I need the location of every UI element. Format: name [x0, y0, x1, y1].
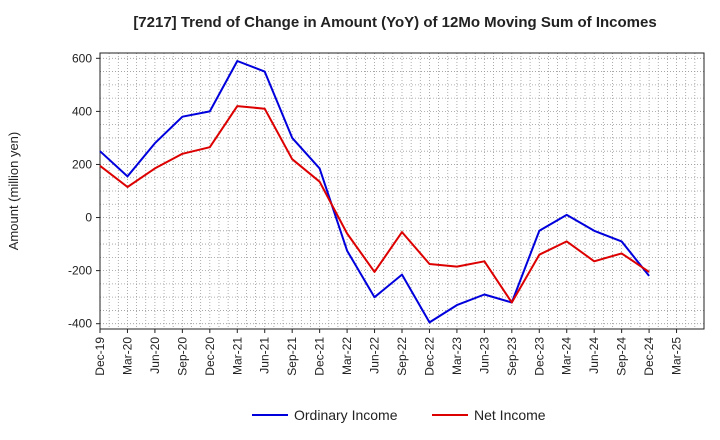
- x-tick-label: Sep-20: [175, 337, 189, 376]
- chart-title: [7217] Trend of Change in Amount (YoY) o…: [133, 14, 657, 31]
- legend-label: Ordinary Income: [294, 407, 398, 423]
- x-tick-label: Sep-24: [615, 337, 629, 376]
- axis-ticks: -400 -200 0 200 400 600 Dec-19 Mar-20 Jun-20 Sep-…: [68, 51, 684, 375]
- x-tick-label: Sep-21: [285, 337, 299, 376]
- x-tick-label: Dec-21: [313, 337, 327, 376]
- y-tick-label: 200: [72, 157, 92, 171]
- y-tick-label: -200: [68, 264, 92, 278]
- x-tick-label: Mar-25: [670, 337, 684, 375]
- x-tick-label: Mar-22: [340, 337, 354, 375]
- series-lines: [99, 60, 650, 324]
- legend: Ordinary Income Net Income: [252, 407, 546, 423]
- y-tick-label: 400: [72, 104, 92, 118]
- x-tick-label: Jun-23: [477, 337, 491, 374]
- x-tick-label: Dec-19: [93, 337, 107, 376]
- x-tick-label: Mar-24: [560, 337, 574, 375]
- y-tick-label: 0: [85, 211, 92, 225]
- x-tick-label: Dec-23: [532, 337, 546, 376]
- x-tick-label: Dec-24: [642, 337, 656, 376]
- x-tick-label: Sep-23: [505, 337, 519, 376]
- x-tick-label: Sep-22: [395, 337, 409, 376]
- x-tick-label: Jun-22: [368, 337, 382, 374]
- x-tick-label: Jun-20: [148, 337, 162, 374]
- x-tick-label: Mar-23: [450, 337, 464, 375]
- x-tick-label: Mar-20: [120, 337, 134, 375]
- legend-label: Net Income: [474, 407, 546, 423]
- y-tick-label: 600: [72, 51, 92, 65]
- grid-lines: [100, 53, 704, 329]
- y-axis-label: Amount (million yen): [6, 132, 21, 251]
- x-tick-label: Mar-21: [230, 337, 244, 375]
- x-tick-label: Jun-24: [587, 337, 601, 374]
- series-line: [99, 60, 650, 324]
- series-line: [99, 105, 650, 304]
- y-tick-label: -400: [68, 317, 92, 331]
- x-tick-label: Jun-21: [258, 337, 272, 374]
- x-tick-label: Dec-22: [422, 337, 436, 376]
- x-tick-label: Dec-20: [203, 337, 217, 376]
